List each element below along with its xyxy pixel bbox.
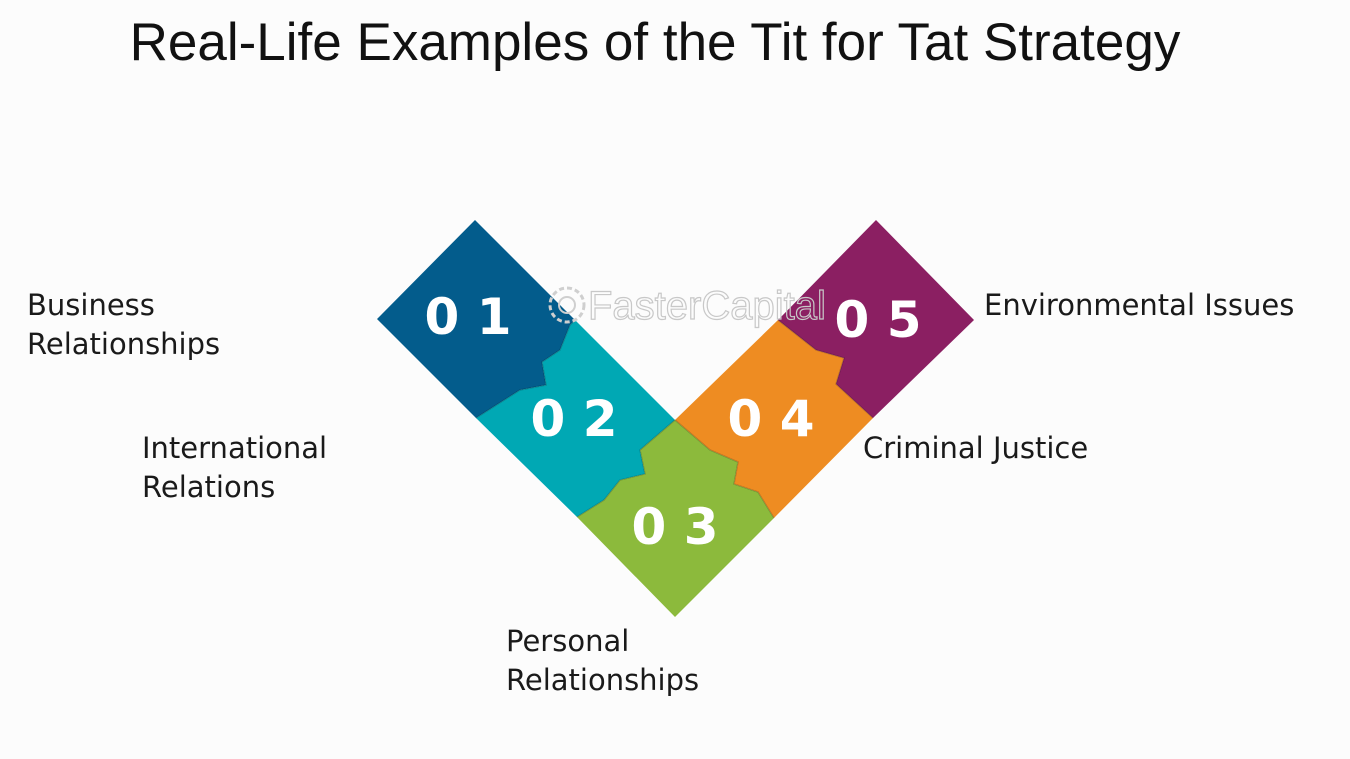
step-1-number: 0 1 bbox=[425, 288, 512, 346]
step-1-label: Business Relationships bbox=[27, 288, 221, 361]
step-4-number: 0 4 bbox=[728, 390, 815, 448]
step-3-tile bbox=[577, 420, 774, 617]
watermark-logo: FasterCapital bbox=[548, 283, 826, 329]
step-3-number: 0 3 bbox=[632, 498, 719, 556]
step-5-number: 0 5 bbox=[835, 291, 922, 349]
step-5-tile bbox=[778, 220, 974, 418]
step-2-number: 0 2 bbox=[531, 390, 618, 448]
step-3-label: Personal Relationships bbox=[506, 624, 700, 697]
step-4-label: Criminal Justice bbox=[863, 431, 1089, 465]
step-4-tile bbox=[675, 320, 873, 518]
step-1-tile bbox=[377, 220, 575, 418]
watermark-text: FasterCapital bbox=[588, 284, 826, 328]
step-5-label: Environmental Issues bbox=[984, 288, 1295, 322]
page-title: Real-Life Examples of the Tit for Tat St… bbox=[129, 13, 1181, 72]
step-2-tile bbox=[476, 320, 675, 517]
step-2-label: International Relations bbox=[142, 431, 328, 504]
gear-icon bbox=[548, 286, 586, 324]
